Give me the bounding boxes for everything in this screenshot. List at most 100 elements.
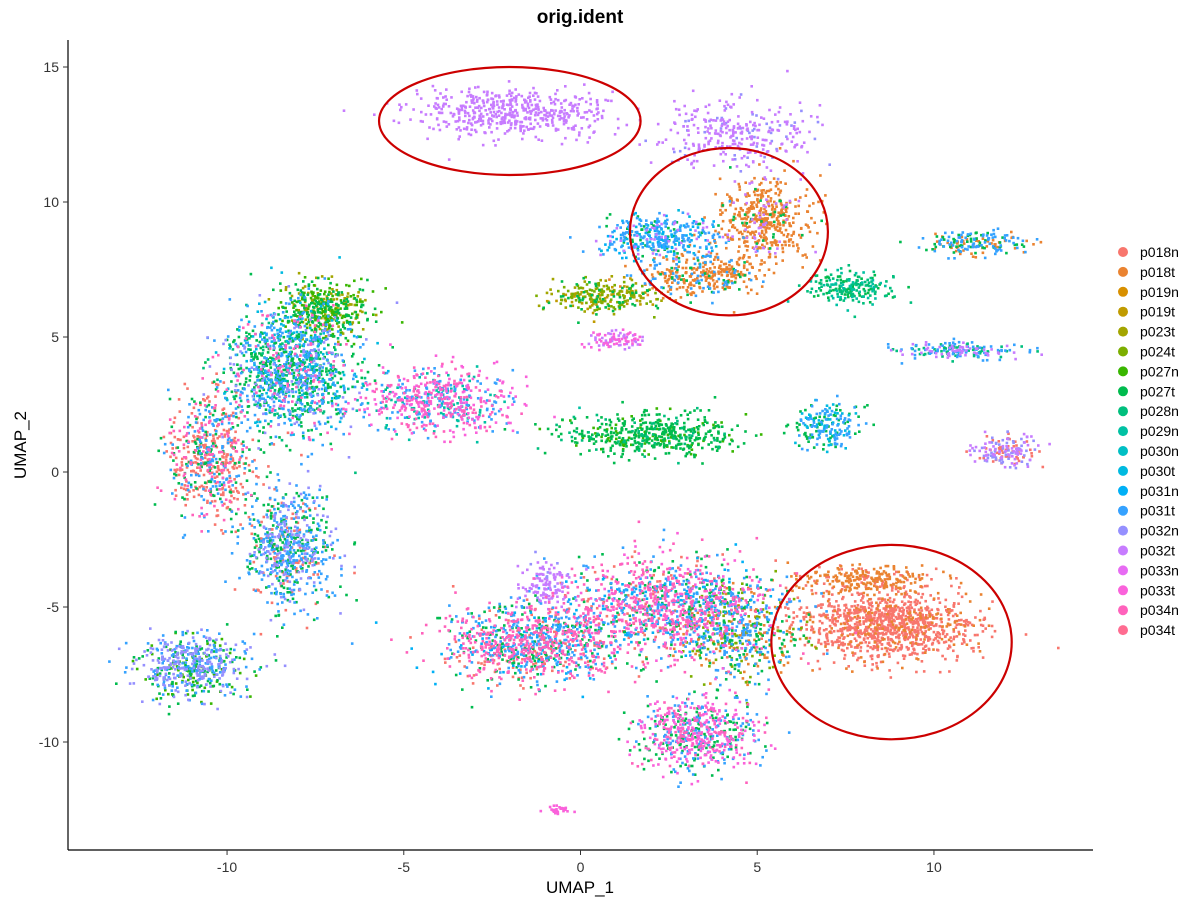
data-point xyxy=(682,280,686,283)
data-point xyxy=(511,675,515,679)
data-point xyxy=(617,419,621,422)
data-point xyxy=(945,609,948,612)
data-point xyxy=(907,600,910,603)
data-point xyxy=(595,313,598,316)
data-point xyxy=(257,418,260,421)
data-point xyxy=(575,441,579,445)
data-point xyxy=(878,641,882,644)
data-point xyxy=(782,219,785,223)
data-point xyxy=(645,439,649,443)
data-point xyxy=(616,432,619,435)
data-point xyxy=(755,254,758,257)
data-point xyxy=(755,214,758,218)
data-point xyxy=(561,418,564,421)
data-point xyxy=(478,617,481,620)
data-point xyxy=(493,670,497,674)
data-point xyxy=(797,204,800,208)
data-point xyxy=(952,604,955,607)
data-point xyxy=(928,611,931,614)
data-point xyxy=(608,213,612,216)
data-point xyxy=(958,244,962,248)
data-point xyxy=(850,645,853,648)
data-point xyxy=(314,602,318,606)
data-point xyxy=(908,609,912,613)
data-point xyxy=(845,279,848,283)
data-point xyxy=(846,626,849,629)
data-point xyxy=(517,676,521,680)
data-point xyxy=(318,366,322,370)
data-point xyxy=(799,628,802,632)
data-point xyxy=(209,467,213,470)
data-point xyxy=(979,623,983,627)
data-point xyxy=(346,303,350,307)
data-point xyxy=(966,234,970,238)
data-point xyxy=(730,665,734,668)
data-point xyxy=(194,485,197,489)
data-point xyxy=(780,211,784,214)
data-point xyxy=(763,653,766,657)
data-point xyxy=(717,643,720,646)
data-point xyxy=(710,441,713,444)
data-point xyxy=(938,636,942,639)
data-point xyxy=(291,364,294,367)
data-point xyxy=(451,585,455,588)
data-point xyxy=(808,611,811,615)
data-point xyxy=(866,291,870,295)
data-point xyxy=(310,302,313,305)
data-point xyxy=(576,291,580,294)
data-point xyxy=(759,207,763,210)
data-point xyxy=(670,429,674,432)
data-point xyxy=(679,433,682,437)
data-point xyxy=(678,443,682,446)
data-point xyxy=(229,491,233,494)
data-point xyxy=(826,639,830,642)
data-point xyxy=(808,618,812,622)
data-point xyxy=(599,278,602,282)
data-point xyxy=(671,276,674,279)
data-point xyxy=(934,232,937,236)
data-point xyxy=(784,228,788,232)
data-point xyxy=(605,428,609,431)
data-point xyxy=(981,246,984,249)
data-point xyxy=(343,327,347,330)
data-point xyxy=(886,577,889,581)
data-point xyxy=(877,616,881,619)
data-point xyxy=(760,285,764,288)
data-point xyxy=(316,287,319,291)
data-point xyxy=(956,654,959,658)
data-point xyxy=(834,617,837,620)
data-point xyxy=(262,372,265,375)
data-point xyxy=(750,265,754,269)
data-point xyxy=(324,381,327,384)
data-point xyxy=(353,571,356,575)
data-point xyxy=(668,274,671,278)
data-point xyxy=(580,432,584,435)
data-point xyxy=(838,275,842,278)
data-point xyxy=(604,306,607,309)
data-point xyxy=(236,424,240,427)
data-point xyxy=(735,641,738,645)
data-point xyxy=(743,217,747,220)
data-point xyxy=(660,627,663,630)
data-point xyxy=(657,442,660,445)
data-point xyxy=(824,614,827,617)
data-point xyxy=(208,400,211,403)
data-point xyxy=(892,583,895,586)
data-point xyxy=(884,616,888,619)
data-point xyxy=(662,573,665,576)
data-point xyxy=(620,426,624,430)
data-point xyxy=(1029,448,1032,452)
data-point xyxy=(745,249,749,252)
data-point xyxy=(936,591,940,595)
data-point xyxy=(776,182,779,186)
data-point xyxy=(285,444,288,448)
data-point xyxy=(458,654,462,657)
data-point xyxy=(739,207,743,211)
data-point xyxy=(834,445,837,449)
data-point xyxy=(317,376,321,379)
data-point xyxy=(919,628,922,631)
data-point xyxy=(755,608,758,611)
data-point xyxy=(778,637,781,640)
data-point xyxy=(210,500,214,503)
data-point xyxy=(635,448,639,451)
